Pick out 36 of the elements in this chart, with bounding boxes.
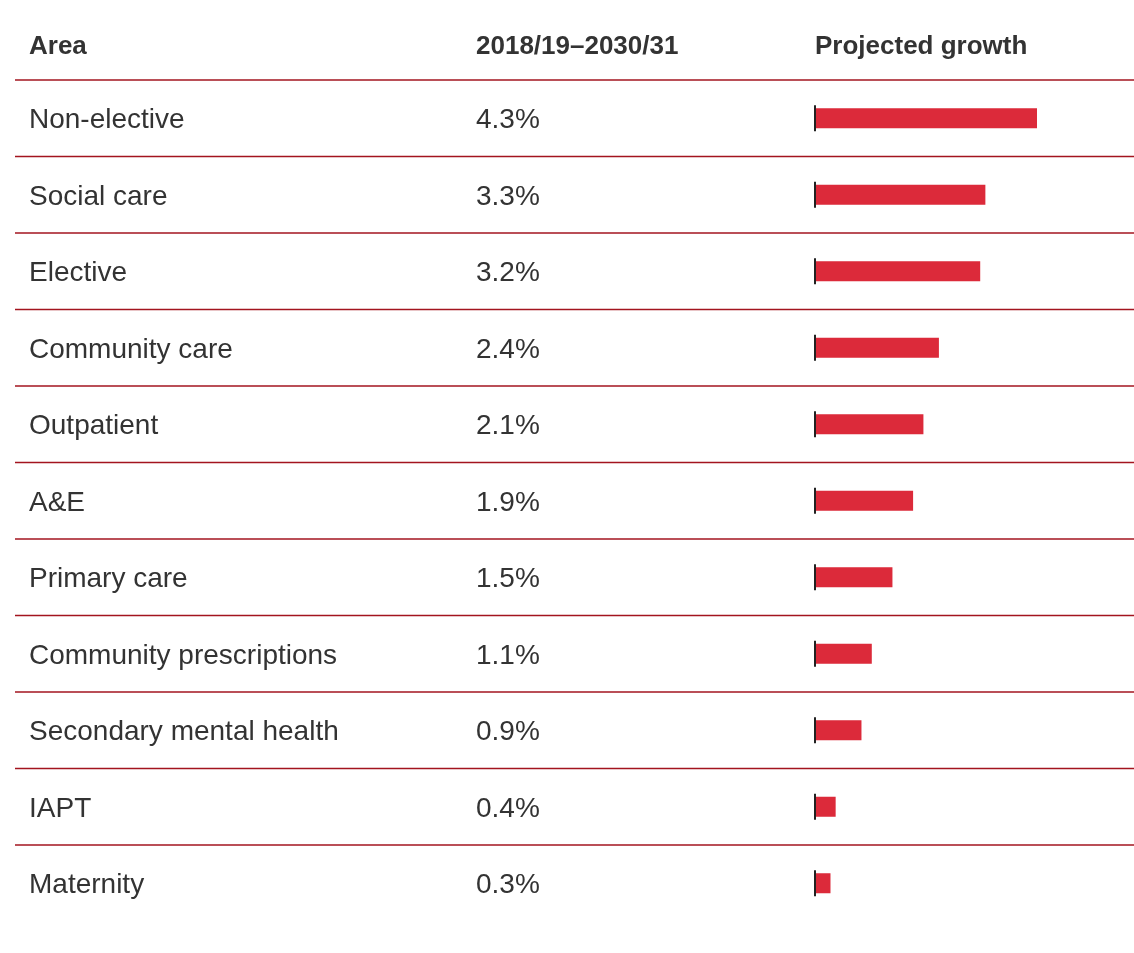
y-tick-label: Outpatient <box>29 409 159 441</box>
bar <box>815 567 893 588</box>
data-label: 0.9% <box>476 715 540 747</box>
y-tick-label: Maternity <box>29 868 145 900</box>
y-tick-label: Community care <box>29 332 233 364</box>
y-tick-label: Community prescriptions <box>29 638 338 670</box>
bar <box>815 643 872 664</box>
y-tick-label: Non-elective <box>29 103 185 135</box>
bar <box>815 414 924 435</box>
data-label: 0.3% <box>476 868 540 900</box>
data-label: 3.2% <box>476 256 540 288</box>
data-label: 4.3% <box>476 103 540 135</box>
data-label: 2.1% <box>476 409 540 441</box>
bar <box>815 261 981 282</box>
x-axis-title: Projected growth <box>815 30 1028 60</box>
text: 2018/19–2030/31 <box>476 30 679 60</box>
y-tick-label: Secondary mental health <box>29 715 339 747</box>
y-tick-label: Social care <box>29 179 168 211</box>
data-label: 3.3% <box>476 179 540 211</box>
data-label: 0.4% <box>476 791 540 823</box>
data-label: 1.5% <box>476 562 540 594</box>
y-axis-title: Area <box>29 30 88 60</box>
bar <box>815 720 862 741</box>
bar <box>815 184 986 205</box>
data-label: 1.1% <box>476 638 540 670</box>
data-label: 1.9% <box>476 485 540 517</box>
y-tick-label: Elective <box>29 256 128 288</box>
bar <box>815 108 1037 129</box>
y-tick-label: Primary care <box>29 562 188 594</box>
bar <box>815 490 914 511</box>
bar <box>815 873 831 894</box>
y-tick-label: IAPT <box>29 791 92 823</box>
data-label: 2.4% <box>476 332 540 364</box>
bar <box>815 337 939 358</box>
y-tick-label: A&E <box>29 485 86 517</box>
bar <box>815 796 836 817</box>
